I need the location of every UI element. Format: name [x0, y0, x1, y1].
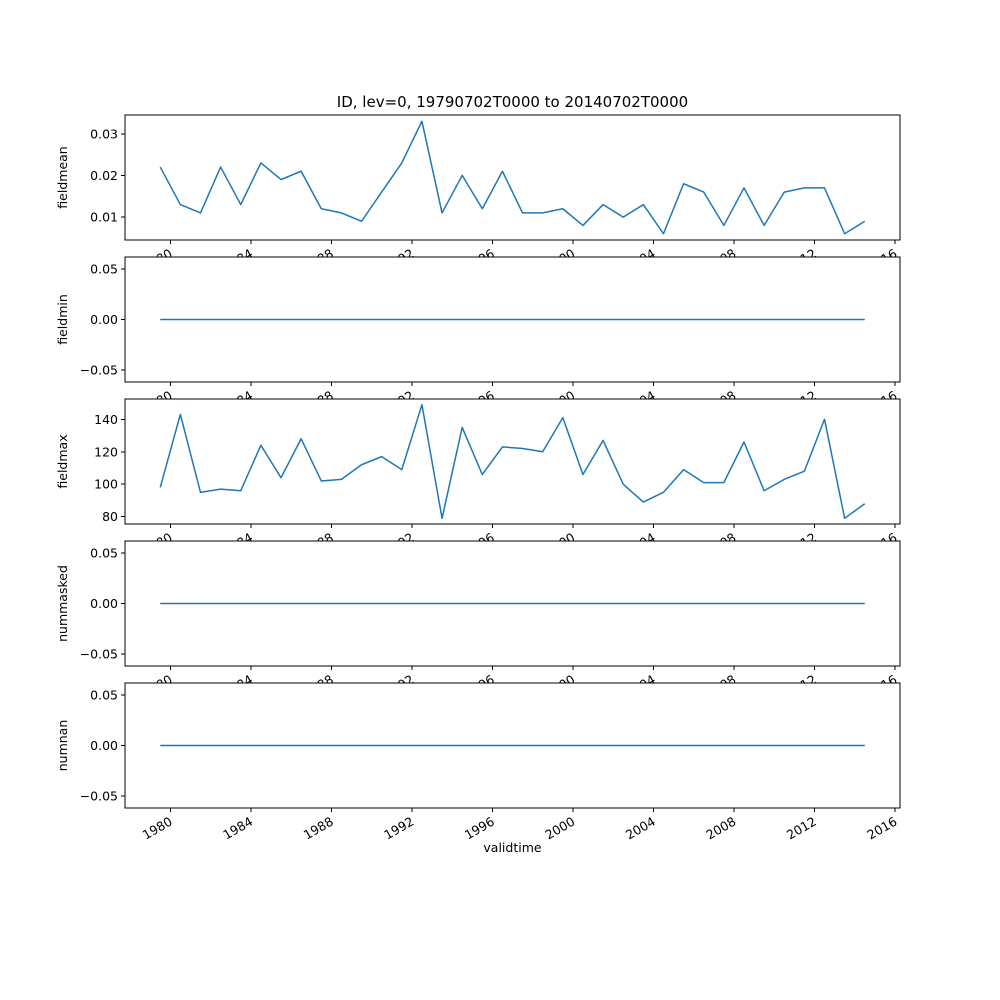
y-tick-label: 0.01: [90, 210, 118, 225]
x-tick-label: 2008: [703, 814, 738, 843]
subplot-numnan: −0.05 0.00 0.05 1980 1984 1988 1992 1996 2000 200…: [55, 682, 901, 843]
y-axis-label-fieldmax: fieldmax: [55, 434, 70, 488]
y-tick-label: 0.05: [90, 688, 118, 703]
y-tick-label: −0.05: [80, 362, 118, 377]
subplot-fieldmin: −0.050.000.05198019841988199219962000200…: [55, 256, 901, 417]
x-tick-label: 2000: [542, 814, 577, 843]
x-axis-label: validtime: [483, 840, 541, 855]
x-tick-label: 2004: [623, 814, 658, 843]
y-tick-label: 120: [94, 444, 118, 459]
x-tick-label: 2016: [864, 814, 899, 843]
x-tick-label: 2012: [784, 814, 819, 843]
subplot-fieldmax: 8010012014019801984198819921996200020042…: [55, 398, 901, 559]
y-tick-label: 0.00: [90, 738, 118, 753]
y-tick-label: 0.00: [90, 312, 118, 327]
x-tick-label: 1992: [381, 814, 416, 843]
x-tick-label: 1988: [301, 814, 336, 843]
axes-frame-fieldmax: [124, 398, 901, 525]
subplot-nummasked: −0.050.000.05198019841988199219962000200…: [55, 540, 901, 701]
y-tick-label: 0.05: [90, 262, 118, 277]
y-tick-label: −0.05: [80, 788, 118, 803]
y-tick-label: 80: [102, 509, 118, 524]
y-tick-label: −0.05: [80, 646, 118, 661]
y-tick-label: 0.02: [90, 168, 118, 183]
x-tick-label: 1984: [220, 814, 255, 843]
y-tick-label: 100: [94, 477, 118, 492]
figure-title: ID, lev=0, 19790702T0000 to 20140702T000…: [337, 93, 688, 111]
y-axis-label-fieldmean: fieldmean: [55, 146, 70, 208]
series-line-fieldmax: [159, 403, 866, 520]
y-axis-label-numnan: numnan: [55, 720, 70, 772]
series-line-fieldmean: [159, 120, 866, 235]
axes-frame-fieldmean: [124, 114, 901, 241]
x-tick-label: 1996: [462, 814, 497, 843]
y-axis-label-nummasked: nummasked: [55, 565, 70, 642]
subplot-fieldmean: 0.010.020.031980198419881992199620002004…: [55, 114, 901, 275]
y-axis-label-fieldmin: fieldmin: [55, 294, 70, 345]
y-tick-label: 0.00: [90, 596, 118, 611]
y-tick-label: 0.05: [90, 546, 118, 561]
y-tick-label: 140: [94, 412, 118, 427]
x-tick-label: 1980: [140, 814, 175, 843]
y-tick-label: 0.03: [90, 126, 118, 141]
